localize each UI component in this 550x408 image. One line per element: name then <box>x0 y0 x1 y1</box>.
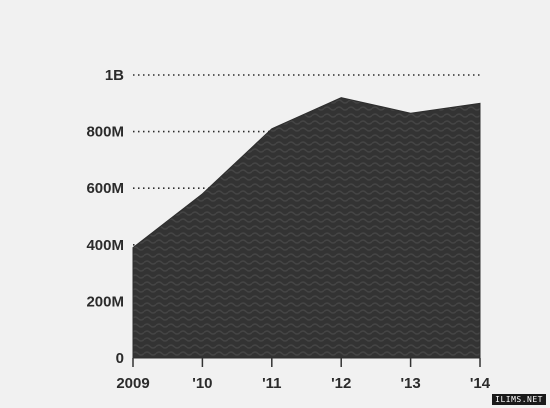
y-tick-label: 1B <box>105 67 124 84</box>
x-tick-label: 2009 <box>116 375 149 392</box>
y-tick-label: 600M <box>86 180 124 197</box>
x-tick-label: '12 <box>331 375 351 392</box>
watermark-logo: ILIMS.NET <box>492 394 546 405</box>
x-tick-label: '14 <box>470 375 491 392</box>
x-tick-label: '10 <box>192 375 212 392</box>
area-series <box>132 97 481 359</box>
y-tick-label: 400M <box>86 237 124 254</box>
y-axis-labels: 0 200M 400M 600M 800M 1B <box>86 67 124 367</box>
x-axis-labels: 2009 '10 '11 '12 '13 '14 <box>116 375 490 392</box>
y-tick-label: 200M <box>86 293 124 310</box>
y-tick-label: 0 <box>116 350 124 367</box>
x-tick-label: '11 <box>262 375 281 392</box>
x-tick-marks <box>132 358 481 367</box>
area-fill <box>132 97 481 359</box>
y-tick-label: 800M <box>86 124 124 141</box>
x-tick-label: '13 <box>400 375 420 392</box>
